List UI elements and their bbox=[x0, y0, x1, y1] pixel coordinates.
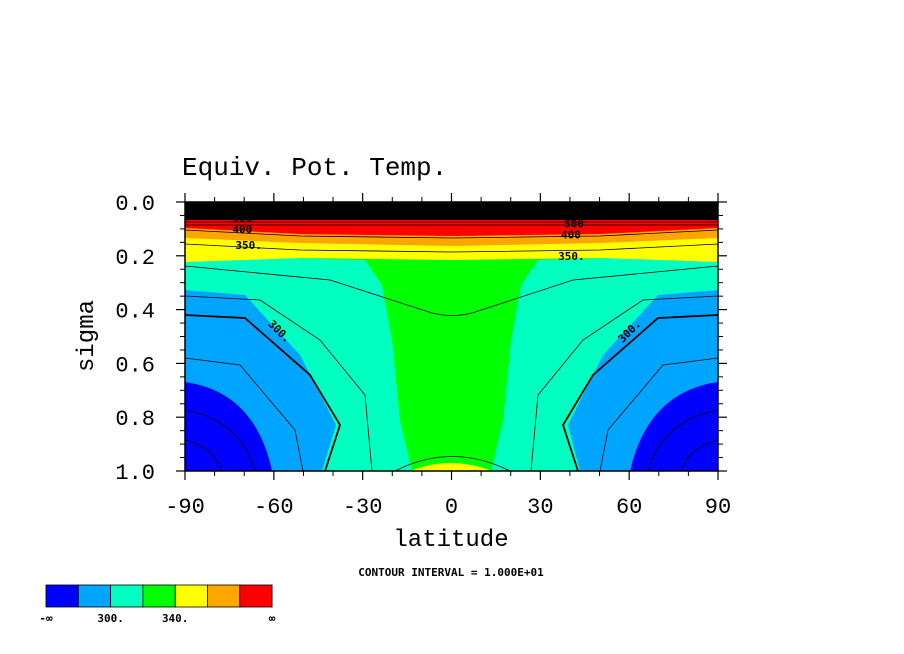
contour-label: 500 bbox=[232, 212, 252, 225]
y-tick-label: 0.8 bbox=[115, 407, 155, 432]
contour-label: 550 bbox=[475, 204, 495, 217]
colorbar-label: 340. bbox=[162, 612, 189, 625]
contour-lines bbox=[185, 221, 718, 471]
colorbar bbox=[45, 584, 273, 608]
y-tick-label: 0.6 bbox=[115, 353, 155, 378]
axis-ticks bbox=[176, 193, 727, 480]
colorbar-label: ∞ bbox=[269, 612, 276, 625]
band-surface-warm bbox=[410, 463, 492, 471]
contour-interval-note: CONTOUR INTERVAL = 1.000E+01 bbox=[358, 566, 544, 579]
y-tick-label: 0.0 bbox=[115, 192, 155, 217]
colorbar-swatch bbox=[239, 584, 273, 608]
y-axis-label: sigma bbox=[74, 300, 101, 372]
contour-label: 350. bbox=[558, 250, 585, 263]
x-tick-label: -90 bbox=[165, 495, 205, 520]
contour-label: 500 bbox=[564, 218, 584, 231]
x-tick-label: 60 bbox=[616, 495, 642, 520]
x-axis-label: latitude bbox=[393, 527, 508, 554]
colorbar-swatch bbox=[142, 584, 176, 608]
colorbar-swatch bbox=[77, 584, 112, 608]
band-below-290 bbox=[185, 382, 718, 471]
band-290-300 bbox=[185, 290, 718, 471]
y-tick-label: 0.2 bbox=[115, 246, 155, 271]
x-tick-label: 90 bbox=[705, 495, 731, 520]
colorbar-swatch bbox=[45, 584, 79, 608]
colorbar-label: -∞ bbox=[39, 612, 53, 625]
colorbar-label: 300. bbox=[97, 612, 124, 625]
band-upper-black bbox=[185, 202, 718, 220]
colorbar-swatch bbox=[174, 584, 208, 608]
x-tick-label: 0 bbox=[445, 495, 458, 520]
x-tick-label: -60 bbox=[254, 495, 294, 520]
y-tick-label: 0.4 bbox=[115, 300, 155, 325]
colorbar-swatch bbox=[110, 584, 144, 608]
contour-label: 400 bbox=[561, 228, 581, 241]
contour-label: 400 bbox=[232, 223, 252, 236]
y-tick-label: 1.0 bbox=[115, 461, 155, 486]
band-upper-orange bbox=[185, 226, 718, 246]
colorbar-labels: -∞ 300. 340. ∞ bbox=[39, 612, 275, 625]
x-tick-label: -30 bbox=[343, 495, 383, 520]
colorbar-swatch bbox=[207, 584, 241, 608]
contour-label: 350. bbox=[235, 239, 261, 252]
chart-title: Equiv. Pot. Temp. bbox=[182, 153, 447, 183]
x-tick-label: 30 bbox=[527, 495, 553, 520]
y-tick-labels: 0.0 0.2 0.4 0.6 0.8 1.0 bbox=[115, 192, 155, 486]
x-tick-labels: -90 -60 -30 0 30 60 90 bbox=[165, 495, 731, 520]
